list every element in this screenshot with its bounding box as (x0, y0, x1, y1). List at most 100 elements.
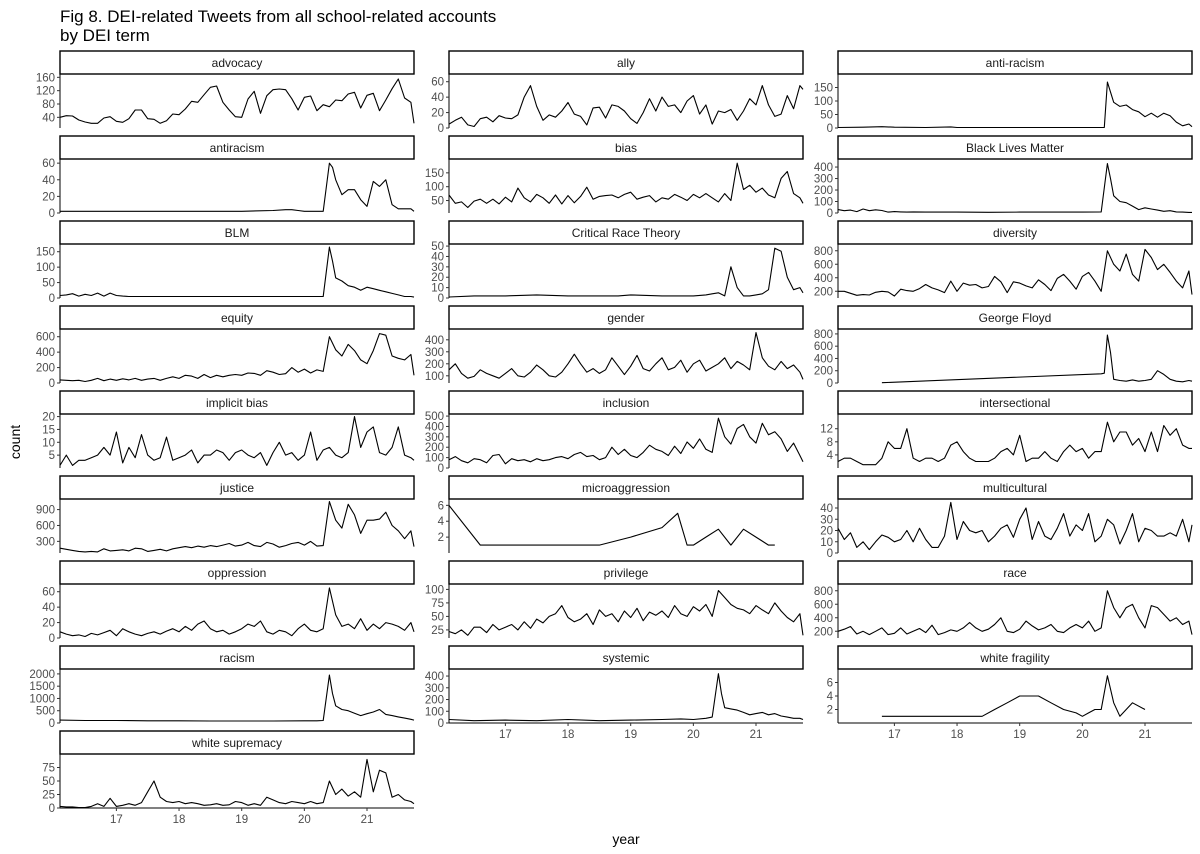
series-line-george-floyd (881, 334, 1193, 384)
facet-strip-label: advocacy (212, 56, 263, 70)
y-tick-label: 400 (425, 421, 444, 433)
y-tick-label: 10 (820, 537, 833, 549)
y-tick-label: 2 (827, 705, 833, 717)
y-tick-label: 6 (438, 500, 444, 512)
y-tick-label: 0 (827, 378, 833, 390)
y-tick-label: 200 (814, 626, 833, 638)
y-tick-label: 500 (36, 706, 55, 718)
y-tick-label: 100 (425, 371, 444, 383)
x-tick-label: 18 (173, 814, 186, 826)
facet-strip-label: justice (219, 481, 254, 495)
y-tick-label: 20 (42, 618, 55, 630)
y-tick-label: 100 (425, 453, 444, 465)
y-tick-label: 0 (438, 718, 444, 730)
series-line-white-supremacy (59, 758, 415, 809)
y-tick-label: 200 (814, 185, 833, 197)
series-line-microaggression (448, 505, 775, 546)
facet-panel-bias: bias 50 100 150 (425, 135, 804, 213)
facet-panel-microaggression: microaggression 2 4 6 (438, 475, 804, 553)
facet-strip (837, 390, 1193, 415)
facet-strip (59, 730, 415, 755)
facet-strip-label: gender (607, 311, 644, 325)
facet-strip-label: antiracism (210, 141, 265, 155)
y-tick-label: 0 (49, 803, 55, 815)
y-tick-label: 0 (438, 123, 444, 135)
chart-title: Fig 8. DEI-related Tweets from all schoo… (60, 7, 496, 26)
y-tick-label: 0 (49, 378, 55, 390)
series-line-diversity (838, 248, 1193, 297)
x-tick-label: 21 (750, 729, 763, 741)
series-line-inclusion (448, 417, 804, 465)
y-tick-label: 400 (425, 335, 444, 347)
y-tick-label: 4 (438, 516, 445, 528)
y-tick-label: 60 (42, 587, 55, 599)
facet-strip (448, 560, 804, 585)
y-tick-label: 40 (431, 251, 444, 263)
y-tick-label: 10 (431, 283, 444, 295)
y-tick-label: 0 (49, 208, 55, 220)
y-tick-label: 100 (36, 262, 55, 274)
y-tick-label: 4 (827, 450, 834, 462)
y-tick-label: 200 (36, 363, 55, 375)
series-line-white-fragility (881, 675, 1146, 717)
facet-strip (448, 305, 804, 330)
facet-strip (448, 50, 804, 75)
y-tick-label: 500 (425, 411, 444, 423)
y-tick-label: 100 (814, 197, 833, 209)
series-line-privilege (448, 589, 804, 636)
facet-strip-label: ally (617, 56, 635, 70)
facet-strip (837, 220, 1193, 245)
y-tick-label: 20 (42, 191, 55, 203)
facet-strip-label: BLM (225, 226, 250, 240)
facet-strip-label: implicit bias (206, 396, 268, 410)
facet-strip (59, 645, 415, 670)
y-tick-label: 60 (431, 77, 444, 89)
y-tick-label: 800 (814, 246, 833, 258)
series-line-implicit-bias (59, 416, 415, 466)
y-tick-label: 150 (36, 247, 55, 259)
y-tick-label: 30 (820, 514, 833, 526)
series-line-black-lives-matter (837, 163, 1192, 213)
y-tick-label: 12 (820, 424, 833, 436)
y-tick-label: 20 (431, 108, 444, 120)
y-tick-label: 15 (42, 424, 55, 436)
y-tick-label: 300 (36, 536, 55, 548)
facet-panel-equity: equity 0 200 400 600 (36, 305, 415, 390)
facet-strip (448, 135, 804, 160)
y-tick-label: 10 (42, 437, 55, 449)
series-line-critical-race-theory (448, 247, 804, 298)
y-tick-label: 160 (36, 72, 55, 84)
y-tick-label: 1000 (29, 693, 55, 705)
y-tick-label: 100 (814, 96, 833, 108)
y-tick-label: 20 (431, 272, 444, 284)
series-line-anti-racism (837, 81, 1193, 129)
y-tick-label: 75 (42, 763, 55, 775)
facet-panel-oppression: oppression 0 20 40 60 (42, 560, 415, 645)
series-line-antiracism (60, 162, 415, 212)
facet-strip-label: oppression (208, 566, 267, 580)
x-tick-label: 17 (499, 729, 512, 741)
facet-strip (59, 220, 415, 245)
y-tick-label: 120 (36, 86, 55, 98)
x-tick-label: 20 (1076, 729, 1089, 741)
facet-strip (59, 50, 415, 75)
facet-strip (448, 220, 804, 245)
y-tick-label: 50 (431, 241, 444, 253)
x-tick-label: 19 (624, 729, 637, 741)
y-tick-label: 50 (42, 278, 55, 290)
y-axis-title: count (7, 425, 23, 459)
facet-strip-label: privilege (604, 566, 649, 580)
facet-strip-label: diversity (993, 226, 1037, 240)
series-line-ally (448, 85, 804, 128)
y-tick-label: 400 (814, 353, 833, 365)
series-line-racism (59, 674, 415, 722)
y-tick-label: 300 (814, 174, 833, 186)
y-tick-label: 60 (42, 158, 55, 170)
